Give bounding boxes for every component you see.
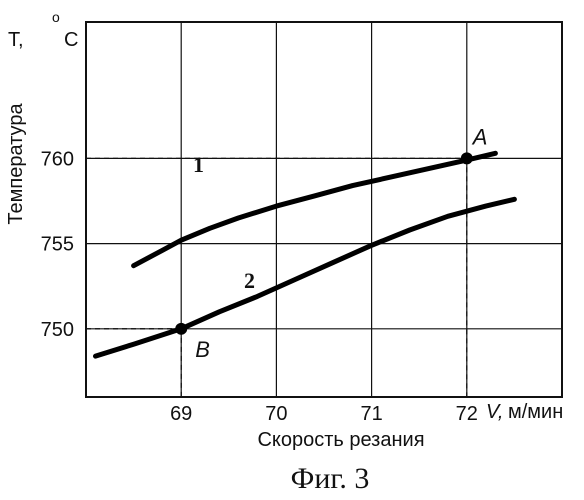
y-unit-prefix: T, xyxy=(8,29,24,51)
y-tick-label-760: 760 xyxy=(41,148,74,170)
figure-caption: Фиг. 3 xyxy=(291,462,370,495)
series-1-label: 1 xyxy=(193,152,204,177)
x-tick-label-71: 71 xyxy=(360,403,382,425)
series-2-label: 2 xyxy=(244,268,255,293)
series-group xyxy=(96,153,515,356)
series-2-line xyxy=(96,199,515,356)
point-B xyxy=(175,323,187,335)
plot-frame xyxy=(86,22,562,397)
x-unit-symbol: V, xyxy=(486,401,503,423)
y-axis-title: Температура xyxy=(5,103,27,225)
series-1-line xyxy=(134,153,496,265)
x-tick-label-69: 69 xyxy=(170,403,192,425)
x-unit-label: м/мин xyxy=(508,401,563,423)
point-label-B: B xyxy=(195,337,210,362)
tick-labels: 69 70 71 72 750 755 760 xyxy=(41,148,478,425)
y-tick-label-750: 750 xyxy=(41,319,74,341)
grid xyxy=(86,22,562,397)
x-tick-label-72: 72 xyxy=(456,403,478,425)
y-unit-letter: C xyxy=(64,29,78,51)
point-label-A: A xyxy=(471,124,488,149)
point-A xyxy=(461,152,473,164)
x-tick-label-70: 70 xyxy=(265,403,287,425)
x-axis-title: Скорость резания xyxy=(257,429,424,451)
y-tick-label-755: 755 xyxy=(41,234,74,256)
y-unit-degree: o xyxy=(52,9,60,25)
